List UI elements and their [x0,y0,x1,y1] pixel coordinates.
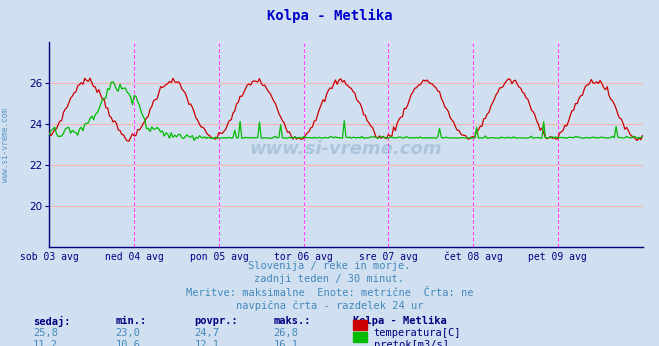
Text: Slovenija / reke in morje.: Slovenija / reke in morje. [248,261,411,271]
Text: povpr.:: povpr.: [194,316,238,326]
Text: maks.:: maks.: [273,316,311,326]
Text: Kolpa - Metlika: Kolpa - Metlika [267,9,392,23]
Text: Kolpa - Metlika: Kolpa - Metlika [353,316,446,326]
Text: čet 08 avg: čet 08 avg [444,252,502,262]
Text: 16,1: 16,1 [273,340,299,346]
Text: pretok[m3/s]: pretok[m3/s] [374,340,449,346]
Text: 26,8: 26,8 [273,328,299,338]
Text: 10,6: 10,6 [115,340,140,346]
Text: 12,1: 12,1 [194,340,219,346]
Text: 23,0: 23,0 [115,328,140,338]
Text: www.si-vreme.com: www.si-vreme.com [250,139,442,157]
Text: ned 04 avg: ned 04 avg [105,252,163,262]
Text: sre 07 avg: sre 07 avg [359,252,418,262]
Text: 24,7: 24,7 [194,328,219,338]
Text: pon 05 avg: pon 05 avg [190,252,248,262]
Text: sedaj:: sedaj: [33,316,71,327]
Text: tor 06 avg: tor 06 avg [274,252,333,262]
Text: 11,2: 11,2 [33,340,58,346]
Text: navpična črta - razdelek 24 ur: navpična črta - razdelek 24 ur [236,301,423,311]
Text: www.si-vreme.com: www.si-vreme.com [1,108,10,182]
Text: pet 09 avg: pet 09 avg [529,252,587,262]
Text: min.:: min.: [115,316,146,326]
Text: 25,8: 25,8 [33,328,58,338]
Text: Meritve: maksimalne  Enote: metrične  Črta: ne: Meritve: maksimalne Enote: metrične Črta… [186,288,473,298]
Text: sob 03 avg: sob 03 avg [20,252,79,262]
Text: zadnji teden / 30 minut.: zadnji teden / 30 minut. [254,274,405,284]
Text: temperatura[C]: temperatura[C] [374,328,461,338]
